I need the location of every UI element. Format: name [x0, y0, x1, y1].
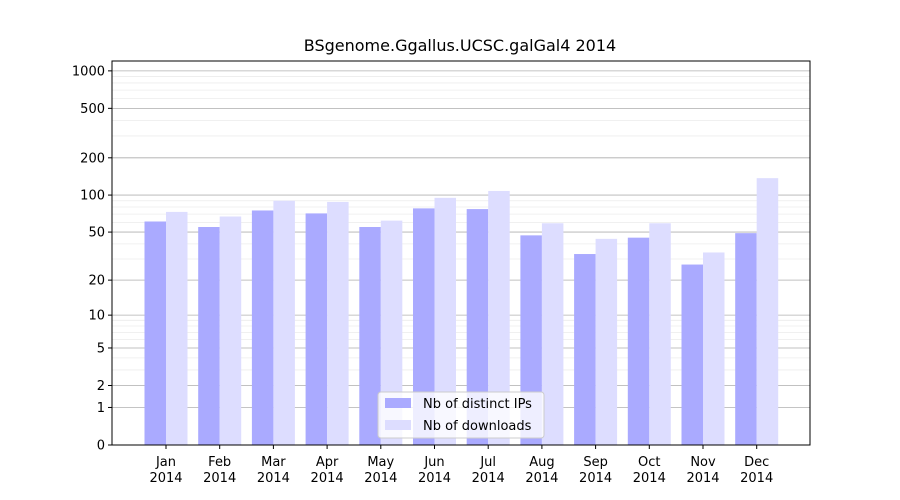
bar-ips — [251, 210, 274, 445]
x-tick-label: Sep 2014 — [579, 455, 612, 486]
bar-downloads — [756, 178, 779, 445]
y-tick-label: 2 — [97, 379, 105, 394]
x-tick-label: Apr 2014 — [311, 455, 344, 486]
y-tick-label: 10 — [88, 309, 105, 324]
y-tick-label: 20 — [88, 274, 105, 289]
x-tick-label: Jul 2014 — [472, 455, 505, 486]
bar-downloads — [434, 197, 456, 445]
chart-title: BSgenome.Ggallus.UCSC.galGal4 2014 — [304, 36, 616, 55]
bar-ips — [466, 209, 489, 445]
y-tick-label: 100 — [80, 189, 105, 204]
x-tick-label: May 2014 — [364, 455, 397, 486]
y-tick-label: 1 — [97, 401, 105, 416]
y-tick-label: 0 — [97, 439, 105, 454]
legend-swatch-downloads — [385, 420, 411, 430]
bar-downloads — [166, 211, 188, 445]
x-tick-label: Aug 2014 — [525, 455, 558, 486]
bar-ips — [735, 233, 757, 445]
bar-downloads — [219, 216, 242, 445]
bar-downloads — [541, 223, 564, 445]
bar-ips — [198, 227, 220, 445]
y-tick-label: 5 — [97, 341, 105, 356]
bars — [144, 178, 779, 445]
bar-downloads — [273, 200, 295, 445]
x-tick-label: Oct 2014 — [633, 455, 666, 486]
legend-label-ips: Nb of distinct IPs — [423, 397, 532, 412]
x-tick-label: Feb 2014 — [203, 455, 236, 486]
y-tick-label: 500 — [80, 102, 105, 117]
x-tick-label: Jan 2014 — [149, 455, 182, 486]
bar-downloads — [649, 223, 671, 445]
x-tick-label: Mar 2014 — [257, 455, 290, 486]
legend: Nb of distinct IPs Nb of downloads — [377, 391, 545, 439]
bar-ips — [359, 227, 381, 445]
y-tick-label: 50 — [88, 226, 105, 241]
bar-ips — [144, 221, 166, 445]
bar-ips — [413, 208, 435, 445]
x-tick-label: Nov 2014 — [686, 455, 719, 486]
bar-downloads — [595, 238, 618, 445]
legend-box — [377, 391, 545, 439]
bar-downloads — [703, 252, 725, 445]
bar-downloads — [327, 201, 349, 445]
y-axis-ticks: 0 1 2 5 10 20 50 100 200 500 1000 — [72, 64, 112, 454]
legend-swatch-ips — [385, 398, 411, 408]
bar-ips — [627, 237, 650, 445]
y-tick-label: 1000 — [72, 64, 105, 79]
bar-downloads — [380, 220, 403, 445]
bar-downloads — [488, 190, 510, 445]
bar-ips — [574, 254, 596, 445]
bar-ips — [305, 213, 328, 445]
x-tick-label: Jun 2014 — [418, 455, 451, 486]
legend-label-downloads: Nb of downloads — [423, 419, 532, 434]
x-tick-label: Dec 2014 — [740, 455, 773, 486]
plot-frame — [111, 60, 811, 446]
y-tick-label: 200 — [80, 151, 105, 166]
bar-ips — [681, 264, 703, 445]
x-axis-ticks: Jan 2014 Feb 2014 Mar 2014 Apr 2014 May 2014 Jun 20… — [149, 445, 773, 486]
